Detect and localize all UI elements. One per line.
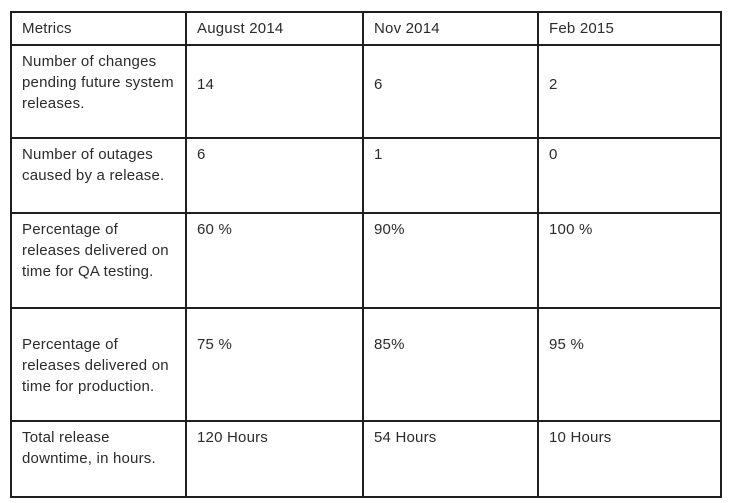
metric-value: 1 xyxy=(362,137,539,214)
metrics-table: Metrics August 2014 Nov 2014 Feb 2015 Nu… xyxy=(10,11,722,498)
column-header-feb-2015: Feb 2015 xyxy=(537,11,722,46)
metric-value: 54 Hours xyxy=(362,420,539,498)
metric-label: Percentage of releases delivered on time… xyxy=(10,212,187,309)
metric-value: 95 % xyxy=(537,307,722,422)
metric-value: 6 xyxy=(362,44,539,139)
column-header-nov-2014: Nov 2014 xyxy=(362,11,539,46)
metric-value: 100 % xyxy=(537,212,722,309)
column-header-august-2014: August 2014 xyxy=(185,11,364,46)
metric-value: 85% xyxy=(362,307,539,422)
table-row: Number of changes pending future system … xyxy=(10,44,722,139)
table-row: Percentage of releases delivered on time… xyxy=(10,307,722,422)
metric-value: 0 xyxy=(537,137,722,214)
column-header-metrics: Metrics xyxy=(10,11,187,46)
metric-value: 120 Hours xyxy=(185,420,364,498)
metric-value: 75 % xyxy=(185,307,364,422)
metric-label: Percentage of releases delivered on time… xyxy=(10,307,187,422)
metric-value: 90% xyxy=(362,212,539,309)
metric-value: 10 Hours xyxy=(537,420,722,498)
header-row: Metrics August 2014 Nov 2014 Feb 2015 xyxy=(10,11,722,46)
metric-value: 60 % xyxy=(185,212,364,309)
table-row: Percentage of releases delivered on time… xyxy=(10,212,722,309)
metric-value: 14 xyxy=(185,44,364,139)
metric-label: Number of outages caused by a release. xyxy=(10,137,187,214)
metric-label: Number of changes pending future system … xyxy=(10,44,187,139)
table-row: Number of outages caused by a release. 6… xyxy=(10,137,722,214)
table-row: Total release downtime, in hours. 120 Ho… xyxy=(10,420,722,498)
metric-label: Total release downtime, in hours. xyxy=(10,420,187,498)
metric-value: 2 xyxy=(537,44,722,139)
metric-value: 6 xyxy=(185,137,364,214)
